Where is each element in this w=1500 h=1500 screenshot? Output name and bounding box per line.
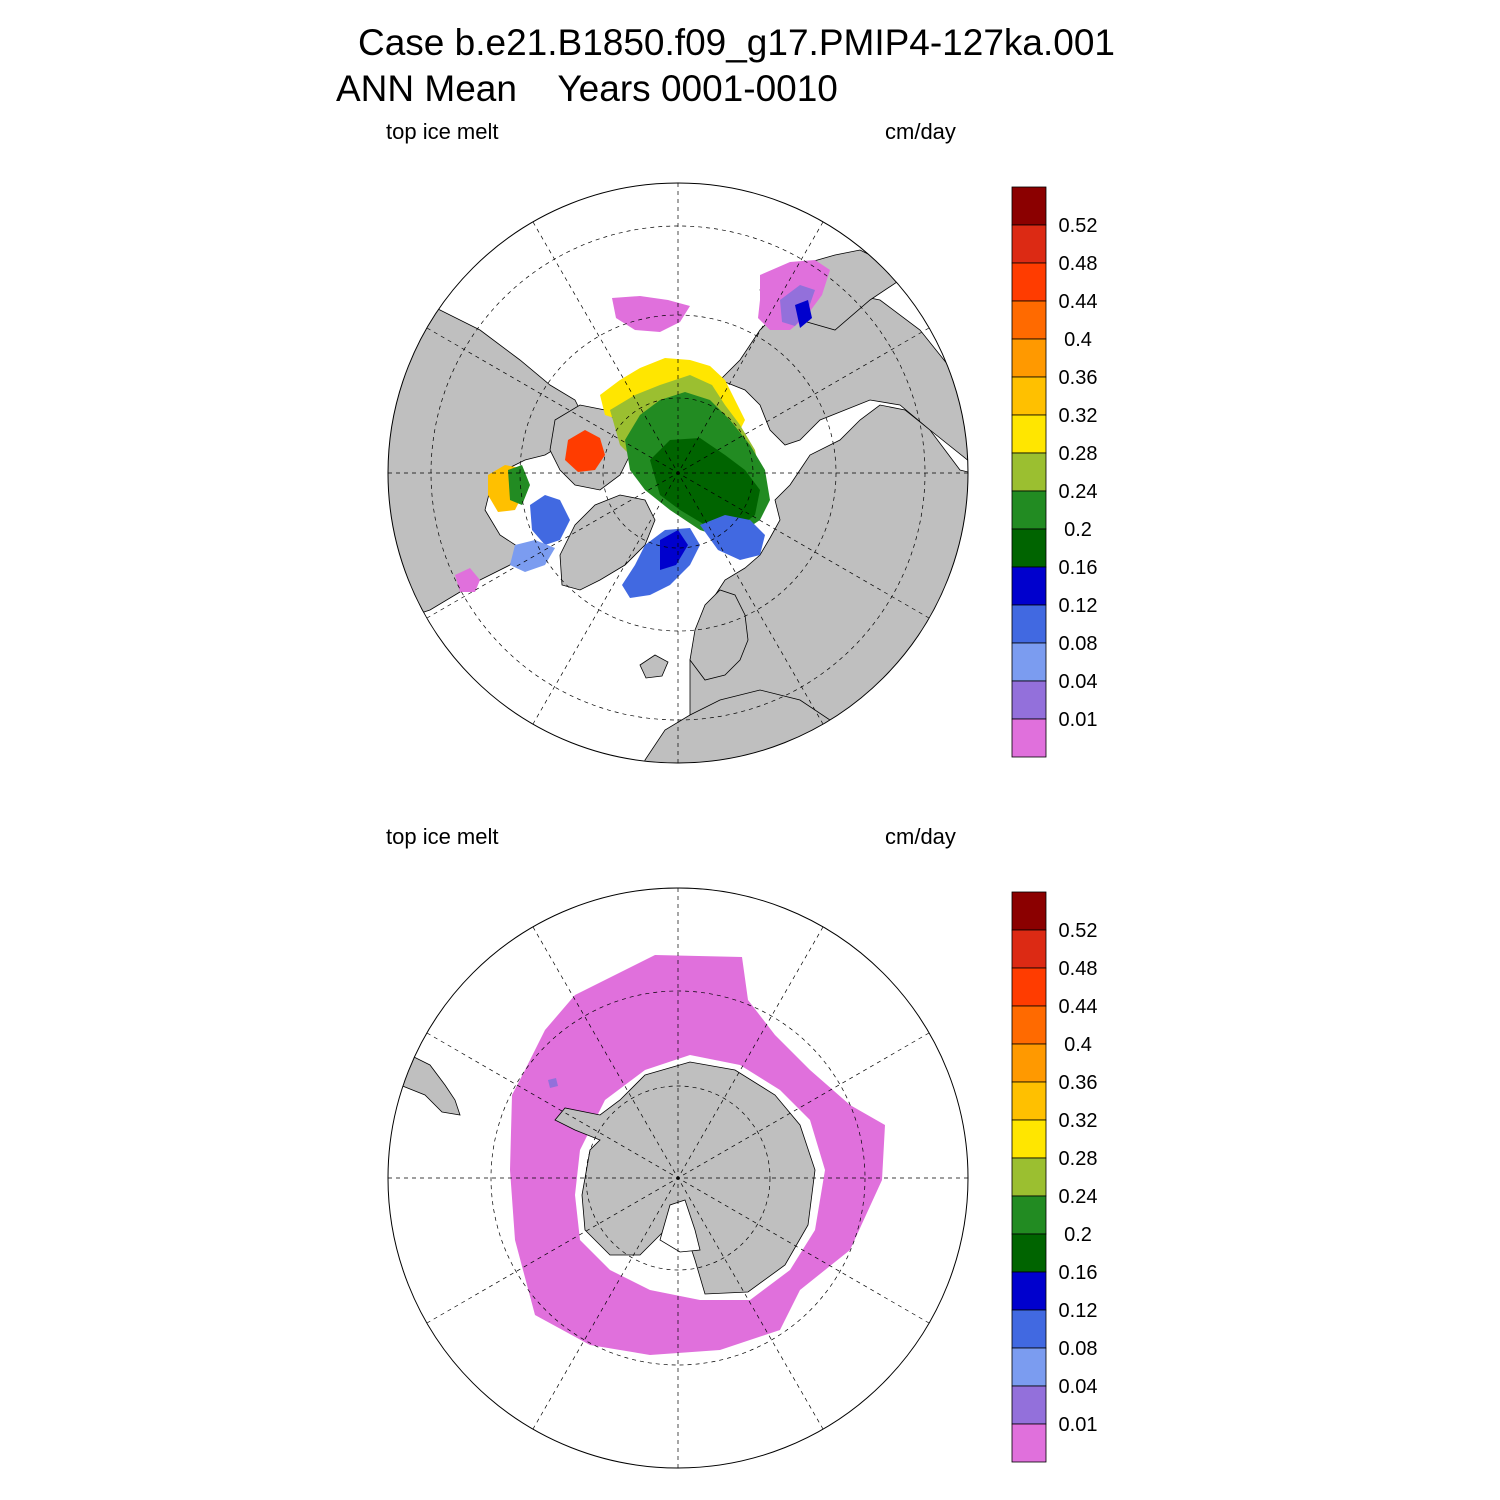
sh-frame (387, 887, 969, 1469)
nh-colorbar-label: 0.48 (1059, 253, 1098, 275)
sh-colorbar-label: 0.12 (1059, 1300, 1098, 1322)
sh-colorbar-label: 0.32 (1059, 1110, 1098, 1132)
sh-colorbar-label: 0.16 (1059, 1262, 1098, 1284)
sh-colorbar-label: 0.52 (1059, 920, 1098, 942)
nh-colorbar-label: 0.12 (1059, 595, 1098, 617)
nh-variable-label: top ice melt (386, 119, 499, 144)
nh-melt-greenland-east-darkblue (660, 530, 688, 570)
sh-colorbar-box (1011, 1423, 1047, 1463)
nh-colorbar-label: 0.36 (1059, 367, 1098, 389)
nh-colorbar-label: 0.16 (1059, 557, 1098, 579)
title-period: ANN Mean Years 0001-0010 (336, 68, 838, 109)
nh-colorbar: 0.52 0.48 0.44 0.4 0.36 0.32 0.28 0.24 0.2 0.16 0.… (1011, 186, 1098, 758)
nh-melt-barents-blue (700, 515, 765, 560)
sh-colorbar-box (1011, 1195, 1047, 1235)
sh-colorbar-label: 0.48 (1059, 958, 1098, 980)
nh-colorbar-box (1011, 338, 1047, 378)
nh-colorbar-label: 0.04 (1059, 671, 1098, 693)
sh-colorbar-label: 0.04 (1059, 1376, 1098, 1398)
sh-colorbar-label: 0.24 (1059, 1186, 1098, 1208)
nh-colorbar-label: 0.32 (1059, 405, 1098, 427)
nh-colorbar-box (1011, 224, 1047, 264)
nh-colorbar-label: 0.28 (1059, 443, 1098, 465)
nh-colorbar-label: 0.52 (1059, 215, 1098, 237)
nh-melt-pacific-pink (612, 296, 690, 332)
nh-graticule (388, 183, 968, 763)
sh-colorbar-label: 0.36 (1059, 1072, 1098, 1094)
nh-melt-arctic-darkgreen (650, 438, 760, 530)
sh-variable-label: top ice melt (386, 824, 499, 849)
sh-colorbar-box (1011, 929, 1047, 969)
nh-melt-archipelago-red (565, 430, 605, 472)
nh-colorbar-box (1011, 642, 1047, 682)
nh-melt-gulf-pink (455, 568, 480, 592)
sh-colorbar-box (1011, 1385, 1047, 1425)
nh-colorbar-box (1011, 566, 1047, 606)
nh-colorbar-label: 0.24 (1059, 481, 1098, 503)
sh-colorbar-box (1011, 1005, 1047, 1045)
sh-colorbar-box (1011, 1271, 1047, 1311)
nh-colorbar-box (1011, 300, 1047, 340)
sh-colorbar-box (1011, 967, 1047, 1007)
nh-colorbar-label: 0.01 (1059, 709, 1098, 731)
nh-units-label: cm/day (885, 119, 956, 144)
sh-colorbar-box (1011, 891, 1047, 931)
sh-units-label: cm/day (885, 824, 956, 849)
sh-colorbar-label: 0.01 (1059, 1414, 1098, 1436)
nh-colorbar-label: 0.4 (1064, 329, 1092, 351)
sh-colorbar-box (1011, 1157, 1047, 1197)
sh-colorbar-box (1011, 1347, 1047, 1387)
sh-melt-small-purple (548, 1078, 558, 1088)
nh-melt-hudson-green (508, 465, 530, 505)
sh-colorbar-label: 0.44 (1059, 996, 1098, 1018)
nh-land-greenland (559, 494, 656, 591)
nh-colorbar-label: 0.2 (1064, 519, 1092, 541)
nh-colorbar-box (1011, 186, 1047, 226)
nh-colorbar-label: 0.44 (1059, 291, 1098, 313)
nh-colorbar-label: 0.08 (1059, 633, 1098, 655)
nh-frame (387, 182, 969, 764)
nh-colorbar-box (1011, 262, 1047, 302)
sh-colorbar-label: 0.28 (1059, 1148, 1098, 1170)
sh-colorbar-box (1011, 1043, 1047, 1083)
nh-melt-okhotsk-blue (795, 300, 812, 328)
nh-land-iceland (639, 654, 669, 679)
sh-melt-ring-pink (510, 955, 885, 1355)
sh-colorbar-label: 0.08 (1059, 1338, 1098, 1360)
sh-graticule (388, 888, 968, 1468)
nh-land-scandinavia (689, 589, 749, 681)
nh-melt-labrador-lightblue (510, 540, 555, 572)
sh-map (387, 887, 969, 1469)
sh-colorbar-box (1011, 1081, 1047, 1121)
sh-ross-shelf (659, 1199, 701, 1253)
nh-colorbar-box (1011, 680, 1047, 720)
title-case: Case b.e21.B1850.f09_g17.PMIP4-127ka.001 (358, 22, 1116, 63)
nh-colorbar-box (1011, 528, 1047, 568)
sh-colorbar-box (1011, 1309, 1047, 1349)
sh-colorbar-box (1011, 1233, 1047, 1273)
nh-land-europe (639, 689, 861, 763)
nh-colorbar-box (1011, 718, 1047, 758)
sh-colorbar: 0.52 0.48 0.44 0.4 0.36 0.32 0.28 0.24 0.2 0.16 0.… (1011, 891, 1098, 1463)
nh-colorbar-box (1011, 490, 1047, 530)
nh-colorbar-box (1011, 414, 1047, 454)
sh-colorbar-box (1011, 1119, 1047, 1159)
nh-map (387, 182, 969, 764)
nh-colorbar-box (1011, 604, 1047, 644)
nh-colorbar-box (1011, 376, 1047, 416)
sh-colorbar-label: 0.4 (1064, 1034, 1092, 1056)
sh-colorbar-label: 0.2 (1064, 1224, 1092, 1246)
nh-colorbar-box (1011, 452, 1047, 492)
nh-melt-baffin-blue (530, 495, 570, 545)
